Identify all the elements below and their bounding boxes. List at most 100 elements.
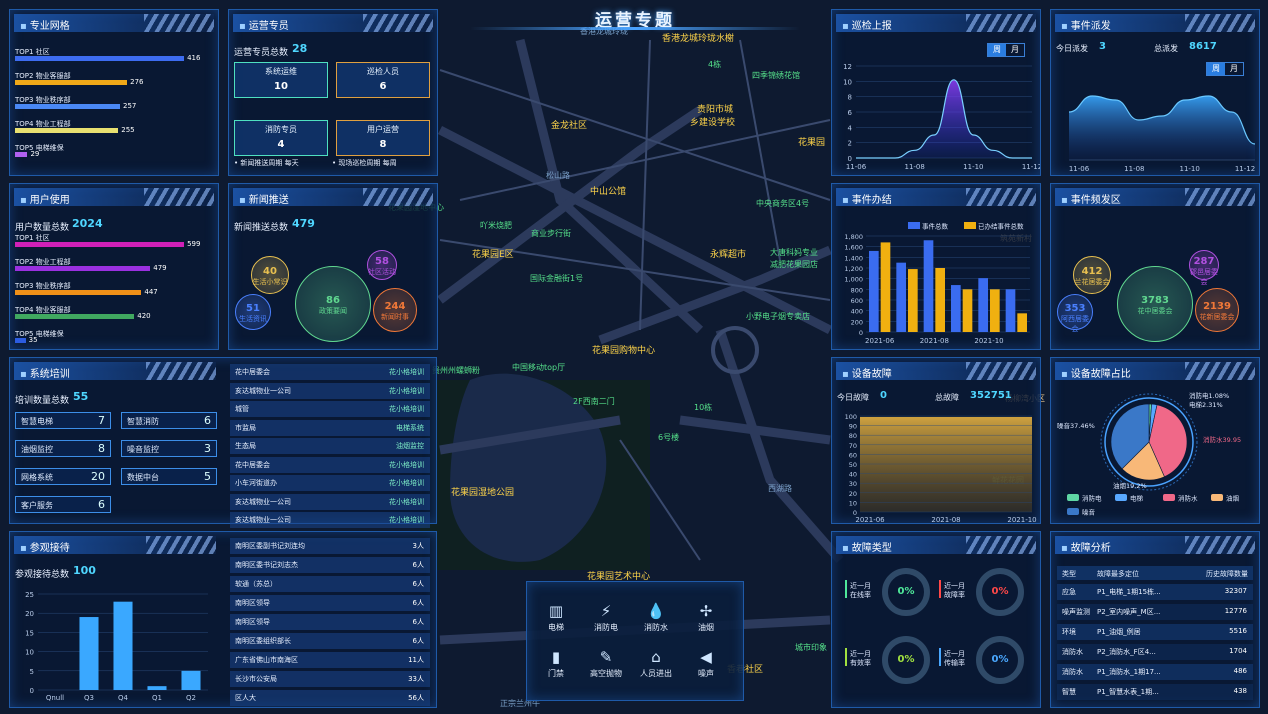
rank-value: 479	[153, 264, 167, 272]
table-row[interactable]: 南明区领导 6人	[230, 595, 430, 611]
map-place-label[interactable]: 城市印象	[795, 643, 827, 652]
bubble[interactable]: 3783 花中居委会	[1117, 266, 1193, 342]
map-place-label[interactable]: 4栋	[708, 60, 722, 69]
map-place-label[interactable]: 香巷社区	[727, 665, 764, 675]
map-place-label[interactable]: 2F西南二门	[573, 397, 615, 406]
page-title: 运营专题	[595, 11, 675, 31]
table-row[interactable]: 市监局 电梯系统	[230, 419, 430, 436]
training-item[interactable]: 网格系统 20	[15, 468, 111, 485]
table-row[interactable]: 花中居委会 花小格培训	[230, 456, 430, 473]
map-place-label[interactable]: 小野电子烟专卖店	[746, 312, 810, 321]
table-row[interactable]: 亥达城物业一公司 花小格培训	[230, 493, 430, 510]
table-row[interactable]: 亥达城物业一公司 花小格培训	[230, 382, 430, 399]
visit-total-label: 参观接待总数	[15, 570, 70, 580]
table-row[interactable]: 南明区委组织部长 6人	[230, 633, 430, 649]
table-row[interactable]: 广东省佛山市南海区 11人	[230, 652, 430, 668]
map-place-label[interactable]: 花果园艺术中心	[587, 572, 651, 582]
map-place-label[interactable]: 大唐科妈专业	[770, 248, 818, 257]
series-line	[1068, 95, 1256, 145]
table-row[interactable]: 亥达城物业一公司 花小格培训	[230, 512, 430, 528]
training-item[interactable]: 油烟监控 8	[15, 440, 111, 457]
training-item-label: 智慧消防	[127, 417, 159, 426]
map-place-label[interactable]: 商业步行街	[531, 229, 571, 238]
device-0-button[interactable]: ▥ 电梯	[531, 602, 581, 633]
training-item[interactable]: 客户服务 6	[15, 496, 111, 513]
training-item[interactable]: 噪音监控 3	[121, 440, 217, 457]
map-place-label[interactable]: 花果园	[798, 138, 826, 148]
device-3-button[interactable]: ✢ 油烟	[681, 602, 731, 633]
toggle-month[interactable]: 月	[1230, 64, 1238, 73]
table-row[interactable]: 消防水 P1_消防水_1期17... 486	[1057, 664, 1253, 680]
map-place-label[interactable]: 中山公馆	[590, 187, 627, 197]
map-place-label[interactable]: 减肥花果园店	[770, 260, 818, 269]
table-row[interactable]: 区人大 56人	[230, 690, 430, 706]
device-6-button[interactable]: ⌂ 人员进出	[631, 648, 681, 679]
map-place-label[interactable]: 西湖路	[768, 484, 792, 493]
table-row[interactable]: 环境 P1_油烟_例居 5516	[1057, 624, 1253, 640]
map-place-label[interactable]: 花果园E区	[472, 250, 514, 260]
map-place-label[interactable]: 永辉超市	[710, 250, 747, 260]
device-1-button[interactable]: ⚡ 消防电	[581, 602, 631, 633]
map-place-label[interactable]: 四季锦绣花馆	[752, 71, 800, 80]
bubble[interactable]: 244 新闻时事	[373, 288, 417, 332]
bubble[interactable]: 353 阿西居委会	[1057, 294, 1093, 333]
map-place-label[interactable]: 10栋	[694, 403, 713, 412]
training-item[interactable]: 智慧电梯 7	[15, 412, 111, 429]
table-row[interactable]: 小车河街道办 花小格培训	[230, 475, 430, 491]
table-row[interactable]: 智慧 P1_智慧水表_1期... 438	[1057, 684, 1253, 700]
table-row[interactable]: 软通（苏总） 6人	[230, 576, 430, 592]
panel-header: 故障分析	[1055, 536, 1255, 554]
table-row[interactable]: 花中居委会 花小格培训	[230, 364, 430, 380]
bubble[interactable]: 412 兰花居委会	[1073, 256, 1111, 294]
map-place-label[interactable]: 国际金融街1号	[530, 274, 584, 283]
table-row[interactable]: 长沙市公安局 33人	[230, 671, 430, 687]
map-place-label[interactable]: 吖米烧肥	[480, 221, 512, 230]
bubble[interactable]: 51 生活资讯	[235, 294, 271, 330]
map-place-label[interactable]: 贵阳市城	[697, 105, 734, 115]
toggle-month[interactable]: 月	[1011, 45, 1019, 54]
device-5-button[interactable]: ✎ 高空抛物	[581, 648, 631, 679]
map-place-label[interactable]: 中央商务区4号	[756, 199, 810, 208]
bubble[interactable]: 86 政策要闻	[295, 266, 371, 342]
map-place-label[interactable]: 金龙社区	[551, 121, 588, 131]
map-place-label[interactable]: 乡建设学校	[690, 118, 736, 128]
table-row[interactable]: 生态局 油烟监控	[230, 438, 430, 454]
training-item[interactable]: 数据中台 5	[121, 468, 217, 485]
table-row[interactable]: 南明区委书记刘志杰 6人	[230, 557, 430, 573]
table-row[interactable]: 消防水 P2_消防水_F区4... 1704	[1057, 644, 1253, 660]
table-row[interactable]: 噪声监测 P2_室内噪声_M区... 12776	[1057, 604, 1253, 620]
bubble[interactable]: 2139 花新居委会	[1195, 288, 1239, 332]
bubble[interactable]: 287 郡邑居委会	[1189, 250, 1219, 286]
toggle-week[interactable]: 周	[988, 44, 1006, 56]
ops-role-card[interactable]: 系统运维 10	[234, 62, 328, 98]
table-row[interactable]: 应急 P1_电梯_1期15栋... 32307	[1057, 584, 1253, 600]
table-row[interactable]: 城管 花小格培训	[230, 401, 430, 417]
map-place-label[interactable]: 松山路	[546, 171, 570, 180]
ops-role-card[interactable]: 消防专员 4	[234, 120, 328, 156]
ops-role-card[interactable]: 用户运营 8	[336, 120, 430, 156]
device-icon: ▮	[551, 648, 561, 666]
bubble[interactable]: 40 生活小常识	[251, 256, 289, 294]
fault-location: P1_消防水_1期17...	[1097, 668, 1161, 676]
map-place-label[interactable]: 中国移动top厅	[512, 363, 566, 372]
map-place-label[interactable]: 香港龙城玲珑	[580, 27, 628, 36]
table-row[interactable]: 南明区委副书记刘连均 3人	[230, 538, 430, 554]
device-7-button[interactable]: ◀ 噪声	[681, 648, 731, 679]
device-4-button[interactable]: ▮ 门禁	[531, 648, 581, 679]
week-month-toggle[interactable]: 周月	[1206, 62, 1244, 76]
map-place-label[interactable]: 正宗兰州牛	[500, 699, 540, 708]
device-2-button[interactable]: 💧 消防水	[631, 602, 681, 633]
training-item[interactable]: 智慧消防 6	[121, 412, 217, 429]
toggle-week[interactable]: 周	[1207, 63, 1225, 75]
map-place-label[interactable]: 6号楼	[658, 433, 680, 442]
map-place-label[interactable]: 花果园购物中心	[592, 346, 656, 356]
map-place-label[interactable]: 香港龙城玲珑水榭	[662, 34, 735, 44]
visitor-name: 软通（苏总）	[235, 580, 277, 588]
table-row[interactable]: 南明区领导 6人	[230, 614, 430, 630]
map-place-label[interactable]: 花果园湿地公园	[451, 488, 515, 498]
bubble[interactable]: 58 社区活动	[367, 250, 397, 280]
week-month-toggle[interactable]: 周月	[987, 43, 1025, 57]
map-place-label[interactable]: 贵州州螺蛳粉	[432, 366, 480, 375]
ops-role-card[interactable]: 巡检人员 6	[336, 62, 430, 98]
news-cycle-note: • 新闻推送周期 每天	[234, 159, 299, 167]
